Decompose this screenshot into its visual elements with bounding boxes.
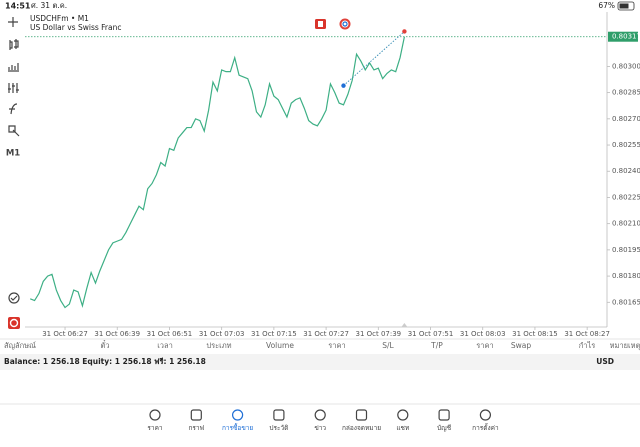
plot: 0.80300 0.80285 0.80270 0.80255 0.80240 0.802… [25, 29, 640, 338]
x-tick-label: 31 Oct 07:51 [408, 330, 454, 338]
y-tick-label: 0.80270 [612, 115, 640, 123]
account-summary: Balance: 1 256.18 Equity: 1 256.18 ฟรี: … [4, 357, 206, 366]
trade-tool-check [10, 295, 18, 301]
trade-tool[interactable] [8, 292, 20, 304]
y-tick-label: 0.80240 [612, 167, 640, 175]
x-tick-label: 31 Oct 06:27 [42, 330, 88, 338]
trade-marker[interactable] [341, 83, 346, 88]
broker-icon[interactable] [8, 317, 20, 329]
tab-label[interactable]: การตั้งค่า [472, 423, 499, 432]
objects-tool[interactable] [8, 125, 20, 137]
tab-icon[interactable] [355, 409, 368, 421]
tab-label[interactable]: แชท [396, 424, 409, 432]
tab-icon[interactable] [232, 409, 244, 421]
column-header[interactable]: กำไร [579, 341, 596, 350]
tab-label[interactable]: กราฟ [188, 424, 204, 432]
tab-icon[interactable] [314, 409, 326, 421]
chart-title: USDCHFm • M1 [30, 14, 89, 23]
column-header[interactable]: หมายเหตุ [610, 341, 640, 350]
column-header[interactable]: ประเภท [206, 341, 231, 350]
y-tick-label: 0.80285 [612, 89, 640, 97]
column-header[interactable]: สัญลักษณ์ [4, 341, 36, 350]
status-time: 14:51 [5, 2, 31, 11]
left-toolbar [8, 17, 20, 304]
column-header[interactable]: Volume [266, 341, 294, 350]
y-tick-label: 0.80195 [612, 246, 640, 254]
tab-icon[interactable] [149, 409, 161, 421]
status-date: ศ. 31 ต.ค. [31, 1, 67, 10]
x-tick-label: 31 Oct 07:03 [199, 330, 245, 338]
tab-label[interactable]: บัญชี [437, 424, 452, 432]
tab-icon[interactable] [397, 409, 409, 421]
column-header[interactable]: ราคา [328, 341, 345, 350]
column-header[interactable]: S/L [382, 341, 394, 350]
volume-tool[interactable] [8, 63, 19, 72]
tab-icon[interactable] [438, 409, 450, 421]
y-tick-label: 0.80165 [612, 298, 640, 306]
y-tick-label: 0.80225 [612, 193, 640, 201]
indicator-icon[interactable] [339, 18, 351, 30]
column-header[interactable]: เวลา [157, 341, 173, 350]
x-tick-label: 31 Oct 06:51 [147, 330, 193, 338]
tab-icon[interactable] [190, 409, 202, 421]
flag-icon-inner [318, 21, 323, 27]
chart-subtitle: US Dollar vs Swiss Franc [30, 23, 121, 32]
crosshair-tool[interactable] [8, 17, 18, 27]
y-tick-label: 0.80300 [612, 62, 640, 70]
indicator-icon-inner [342, 21, 348, 27]
tab-label[interactable]: ข่าว [314, 424, 326, 432]
column-header[interactable]: T/P [430, 341, 443, 350]
column-header[interactable]: Swap [511, 341, 531, 350]
x-tick-label: 31 Oct 07:27 [303, 330, 349, 338]
tab-label[interactable]: กล่องจดหมาย [342, 424, 381, 432]
tab-bar: ราคา กราฟ การซื้อขาย ประวัติ ข่าว กล่องจดหมาย… [147, 409, 499, 432]
timeframe-button[interactable]: M1 [6, 149, 20, 159]
column-header[interactable]: ราคา [476, 341, 493, 350]
tab-icon[interactable] [273, 409, 285, 421]
x-tick-label: 31 Oct 06:39 [94, 330, 140, 338]
indicators-tool[interactable] [8, 83, 19, 93]
battery-level [619, 3, 629, 9]
battery-icon [617, 1, 635, 11]
price-line-series [29, 36, 405, 309]
table-header: สัญลักษณ์ ตั๋ว เวลา ประเภท Volume ราคา S/L T/P ร… [4, 340, 640, 350]
account-row [0, 354, 640, 370]
x-tick-label: 31 Oct 08:03 [460, 330, 506, 338]
trade-marker[interactable] [402, 29, 407, 34]
price-label-box [608, 31, 638, 42]
account-currency: USD [596, 357, 614, 366]
x-tick-label: 31 Oct 08:27 [564, 330, 610, 338]
column-header[interactable]: ตั๋ว [100, 340, 109, 350]
tab-label[interactable]: การซื้อขาย [222, 423, 253, 432]
time-marker [401, 323, 408, 327]
x-tick-label: 31 Oct 08:15 [512, 330, 558, 338]
tab-icon[interactable] [479, 409, 491, 421]
y-tick-label: 0.80180 [612, 272, 640, 280]
broker-icon-inner [9, 318, 19, 328]
x-tick-label: 31 Oct 07:39 [355, 330, 401, 338]
chart-type-tool[interactable] [9, 39, 19, 50]
status-battery: 67% [598, 1, 615, 10]
y-tick-label: 0.80210 [612, 220, 640, 228]
price-label: 0.80317 [612, 33, 640, 41]
x-tick-label: 31 Oct 07:15 [251, 330, 297, 338]
y-tick-label: 0.80255 [612, 141, 640, 149]
tab-label[interactable]: ราคา [147, 424, 162, 432]
function-tool[interactable] [9, 103, 18, 115]
tab-label[interactable]: ประวัติ [269, 424, 288, 432]
